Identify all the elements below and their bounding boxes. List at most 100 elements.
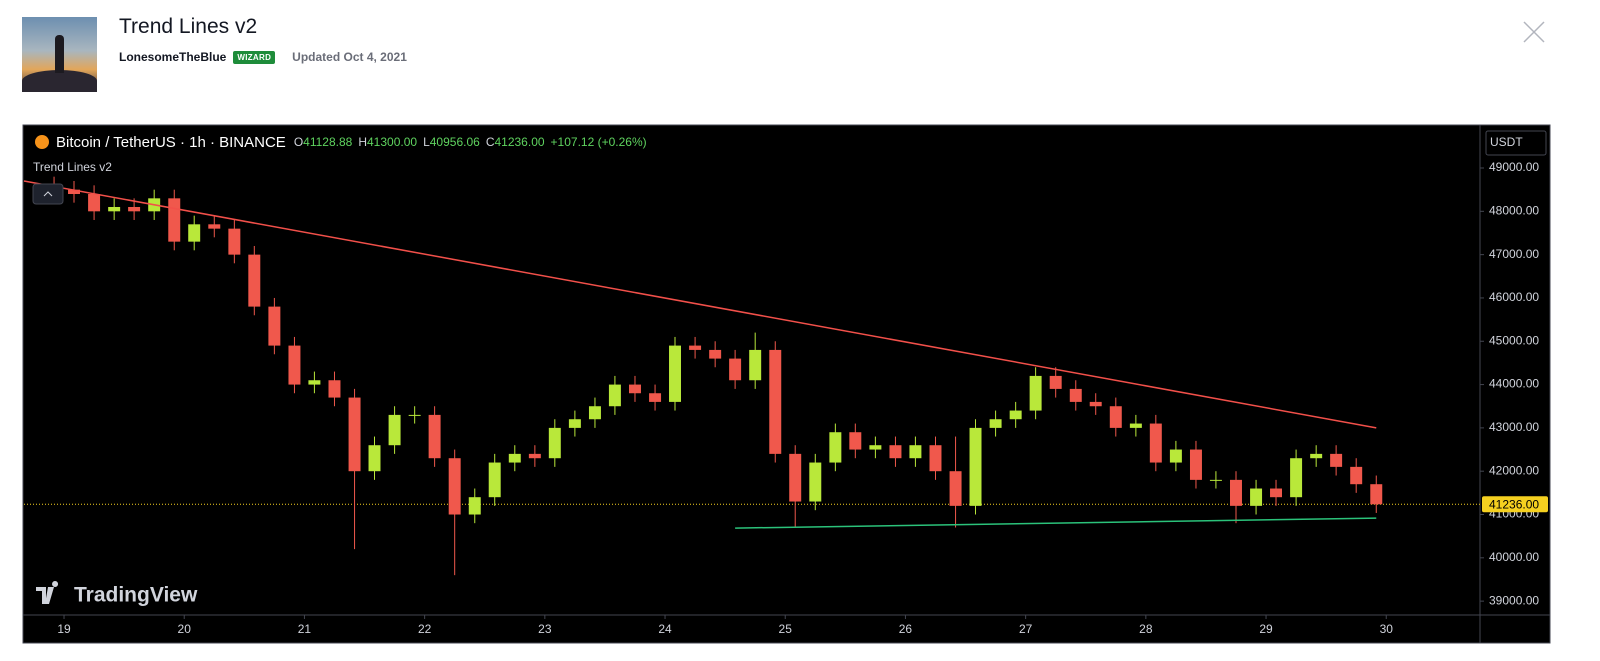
candle-body (669, 345, 681, 402)
script-title: Trend Lines v2 (119, 15, 258, 38)
author[interactable]: LonesomeTheBlue (119, 50, 227, 64)
candle-body (729, 358, 742, 381)
x-tick-label: 26 (899, 622, 913, 636)
collapse-icon (43, 191, 53, 197)
candle-body (1069, 388, 1082, 402)
candle-body (408, 414, 421, 416)
ohlc-label: C (486, 135, 495, 149)
y-tick-label: 44000.00 (1489, 377, 1539, 391)
candle-body (709, 349, 722, 359)
candle-body (568, 419, 581, 428)
updated: Updated Oct 4, 2021 (292, 50, 407, 64)
currency: USDT (1490, 135, 1523, 149)
candle-body (789, 453, 802, 502)
candle-body (68, 189, 80, 195)
legend: Bitcoin / TetherUS · 1h · BINANCE O41128.… (56, 134, 647, 151)
trend-line (23, 180, 1377, 429)
candle-body (508, 453, 521, 463)
candle-body (328, 380, 341, 398)
marks: 39000.0040000.0041000.0042000.0043000.00… (23, 160, 1548, 636)
candle-body (208, 224, 221, 229)
y-tick-label: 48000.00 (1489, 203, 1539, 217)
avatar[interactable] (22, 17, 97, 92)
candle-body (1330, 453, 1343, 467)
candle-body (689, 345, 702, 350)
candle-body (128, 206, 141, 212)
candle-body (1049, 375, 1062, 389)
x-tick-label: 25 (779, 622, 793, 636)
meta: LonesomeTheBlue WIZARD Updated Oct 4, 20… (119, 50, 407, 64)
candle-body (969, 427, 982, 506)
ohlc-label: L (423, 135, 430, 149)
y-tick-label: 43000.00 (1489, 420, 1539, 434)
candle-body (488, 462, 501, 498)
candle-body (1129, 423, 1142, 428)
y-tick-label: 39000.00 (1489, 593, 1539, 607)
candle-body (889, 445, 902, 459)
ohlc-label: O (294, 135, 303, 149)
indicator-name: Trend Lines v2 (33, 160, 112, 174)
y-tick-label: 40000.00 (1489, 550, 1539, 564)
candle-body (989, 419, 1002, 428)
candle-body (468, 497, 481, 515)
candle-body (849, 432, 862, 450)
candle-body (1189, 449, 1202, 480)
last-price-label: 41236.00 (1489, 497, 1539, 511)
x-tick-label: 23 (538, 622, 552, 636)
change: +107.12 (+0.26%) (551, 135, 647, 149)
x-tick-label: 29 (1259, 622, 1273, 636)
x-tick-label: 20 (178, 622, 192, 636)
x-tick-label: 24 (658, 622, 672, 636)
x-tick-label: 27 (1019, 622, 1033, 636)
avatar-rock (22, 70, 97, 92)
chart-frame (22, 124, 1551, 644)
ohlc-value: 41236.00 (494, 135, 544, 149)
candle-body (248, 254, 261, 307)
candle-body (88, 194, 101, 212)
candle-body (1350, 466, 1363, 485)
candle-body (1290, 458, 1303, 498)
y-tick-label: 42000.00 (1489, 463, 1539, 477)
close-button[interactable] (1522, 20, 1546, 44)
candle-body (168, 198, 181, 242)
candle-body (588, 406, 601, 420)
candle-body (528, 453, 541, 459)
collapse-button[interactable] (32, 183, 64, 205)
candle-body (1209, 479, 1222, 481)
candle-body (649, 393, 662, 402)
candle-body (448, 458, 461, 515)
x-tick-label: 19 (57, 622, 71, 636)
candle-body (809, 462, 822, 502)
currency-box[interactable] (1485, 130, 1547, 156)
y-tick-label: 45000.00 (1489, 333, 1539, 347)
candle-body (1310, 453, 1323, 459)
symbol-logo (35, 135, 49, 149)
candle-body (228, 228, 241, 255)
candle-body (829, 432, 842, 463)
last-price-box (1482, 496, 1548, 513)
candle-body (368, 445, 381, 472)
candle-body (1089, 401, 1102, 407)
ohlc-label: H (358, 135, 367, 149)
ohlc-value: 41300.00 (367, 135, 417, 149)
watermark: TradingView (74, 584, 198, 607)
candle-body (388, 414, 401, 446)
candle-body (308, 380, 321, 385)
candle-body (288, 345, 301, 385)
y-tick-label: 46000.00 (1489, 290, 1539, 304)
candle-body (1250, 488, 1263, 506)
candle-body (869, 445, 882, 450)
x-tick-label: 21 (298, 622, 312, 636)
candle-body (929, 445, 942, 472)
candle-body (909, 445, 922, 459)
y-tick-label: 47000.00 (1489, 247, 1539, 261)
candle-body (608, 384, 621, 407)
candle-body (769, 349, 782, 454)
candle-body (1230, 479, 1242, 506)
watermark-logo (36, 581, 59, 604)
avatar-figure (55, 35, 64, 73)
x-tick-label: 30 (1380, 622, 1394, 636)
symbol: Bitcoin / TetherUS · 1h · BINANCE (56, 134, 286, 151)
